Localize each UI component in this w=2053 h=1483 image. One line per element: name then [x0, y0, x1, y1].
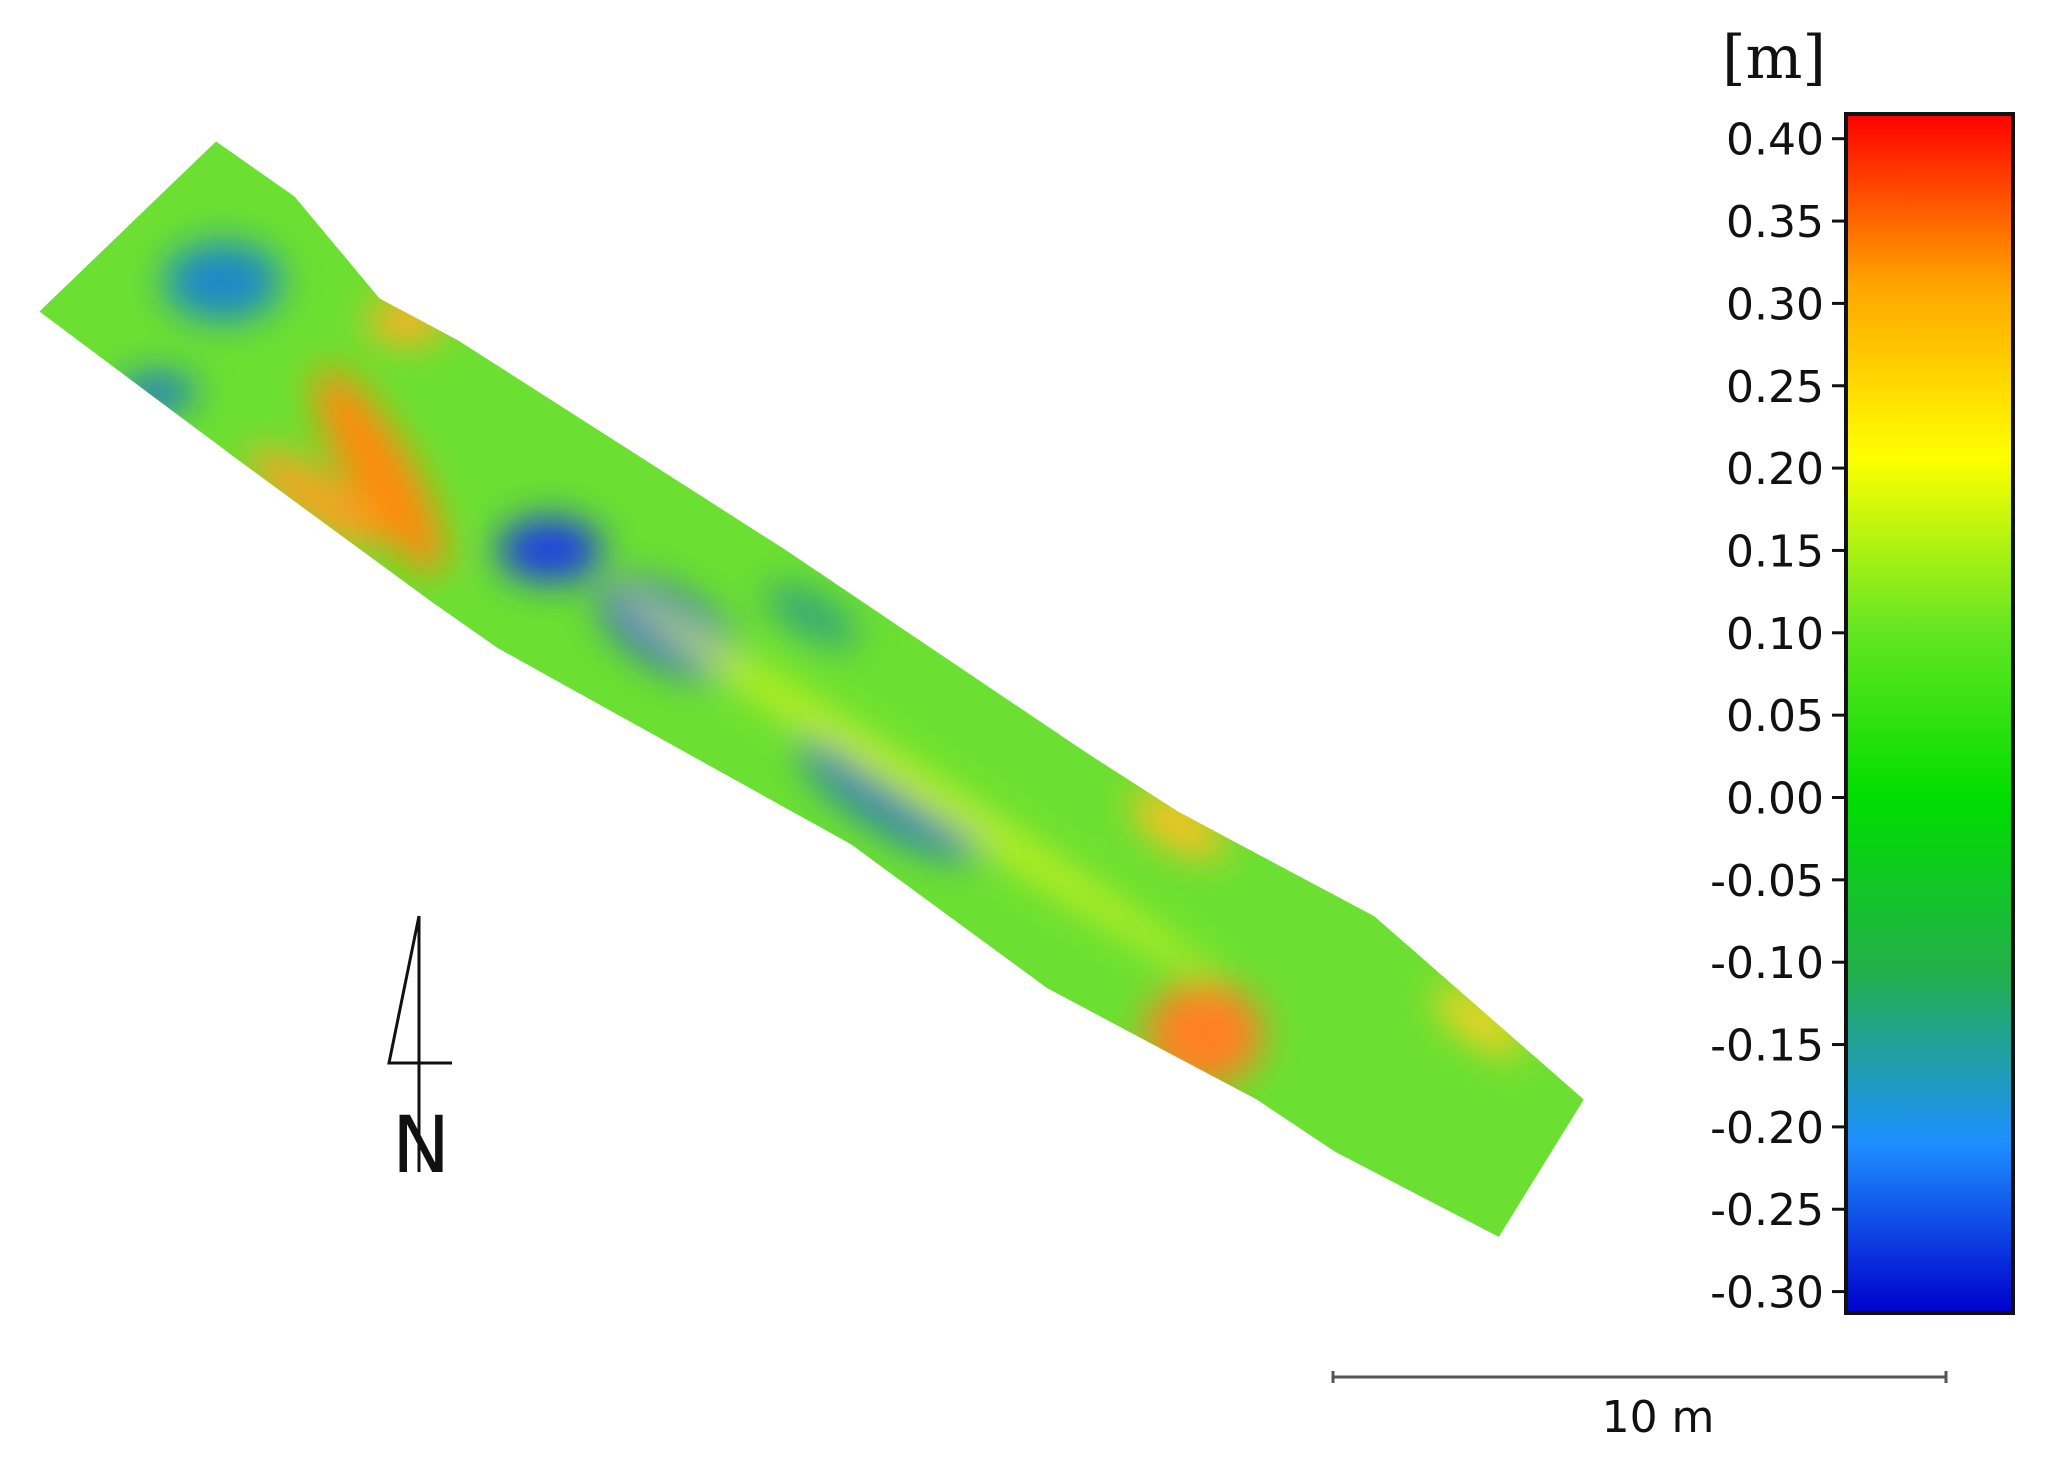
colorbar-tick-label: 0.00 — [1726, 773, 1824, 824]
scale-bar-line — [1331, 1371, 1948, 1383]
colorbar-tick-label: -0.25 — [1710, 1185, 1824, 1236]
scale-bar: 10 m — [1331, 1371, 1948, 1443]
colorbar-tick-label: -0.15 — [1710, 1021, 1824, 1072]
colorbar: 0.40 0.35 0.30 0.25 0.20 0.15 0.10 0.05 0.00 -0.0… — [1710, 112, 2015, 1319]
north-arrow-shape — [387, 915, 452, 1172]
north-label: N — [392, 1101, 450, 1191]
colorbar-tick-label: -0.10 — [1710, 938, 1824, 989]
colorbar-tick-label: 0.30 — [1726, 279, 1824, 330]
colorbar-tick-label: 0.20 — [1726, 444, 1824, 495]
colorbar-tick-label: 0.25 — [1726, 362, 1824, 413]
colorbar-tick-label: 0.40 — [1726, 115, 1824, 166]
scale-bar-label: 10 m — [1602, 1392, 1715, 1443]
colorbar-tick-label: -0.05 — [1710, 856, 1824, 907]
colorbar-ramp — [1844, 112, 2015, 1315]
north-arrow: N — [387, 915, 452, 1191]
terrain-map — [39, 141, 1584, 1238]
colorbar-tick-label: 0.35 — [1726, 197, 1824, 248]
colorbar-tick-label: -0.30 — [1710, 1268, 1824, 1319]
colorbar-unit: [m] — [1722, 23, 1826, 93]
colorbar-tick-label: 0.10 — [1726, 609, 1824, 660]
colorbar-tick-label: 0.15 — [1726, 526, 1824, 577]
colorbar-tick-label: 0.05 — [1726, 691, 1824, 742]
colorbar-tick-label: -0.20 — [1710, 1103, 1824, 1154]
